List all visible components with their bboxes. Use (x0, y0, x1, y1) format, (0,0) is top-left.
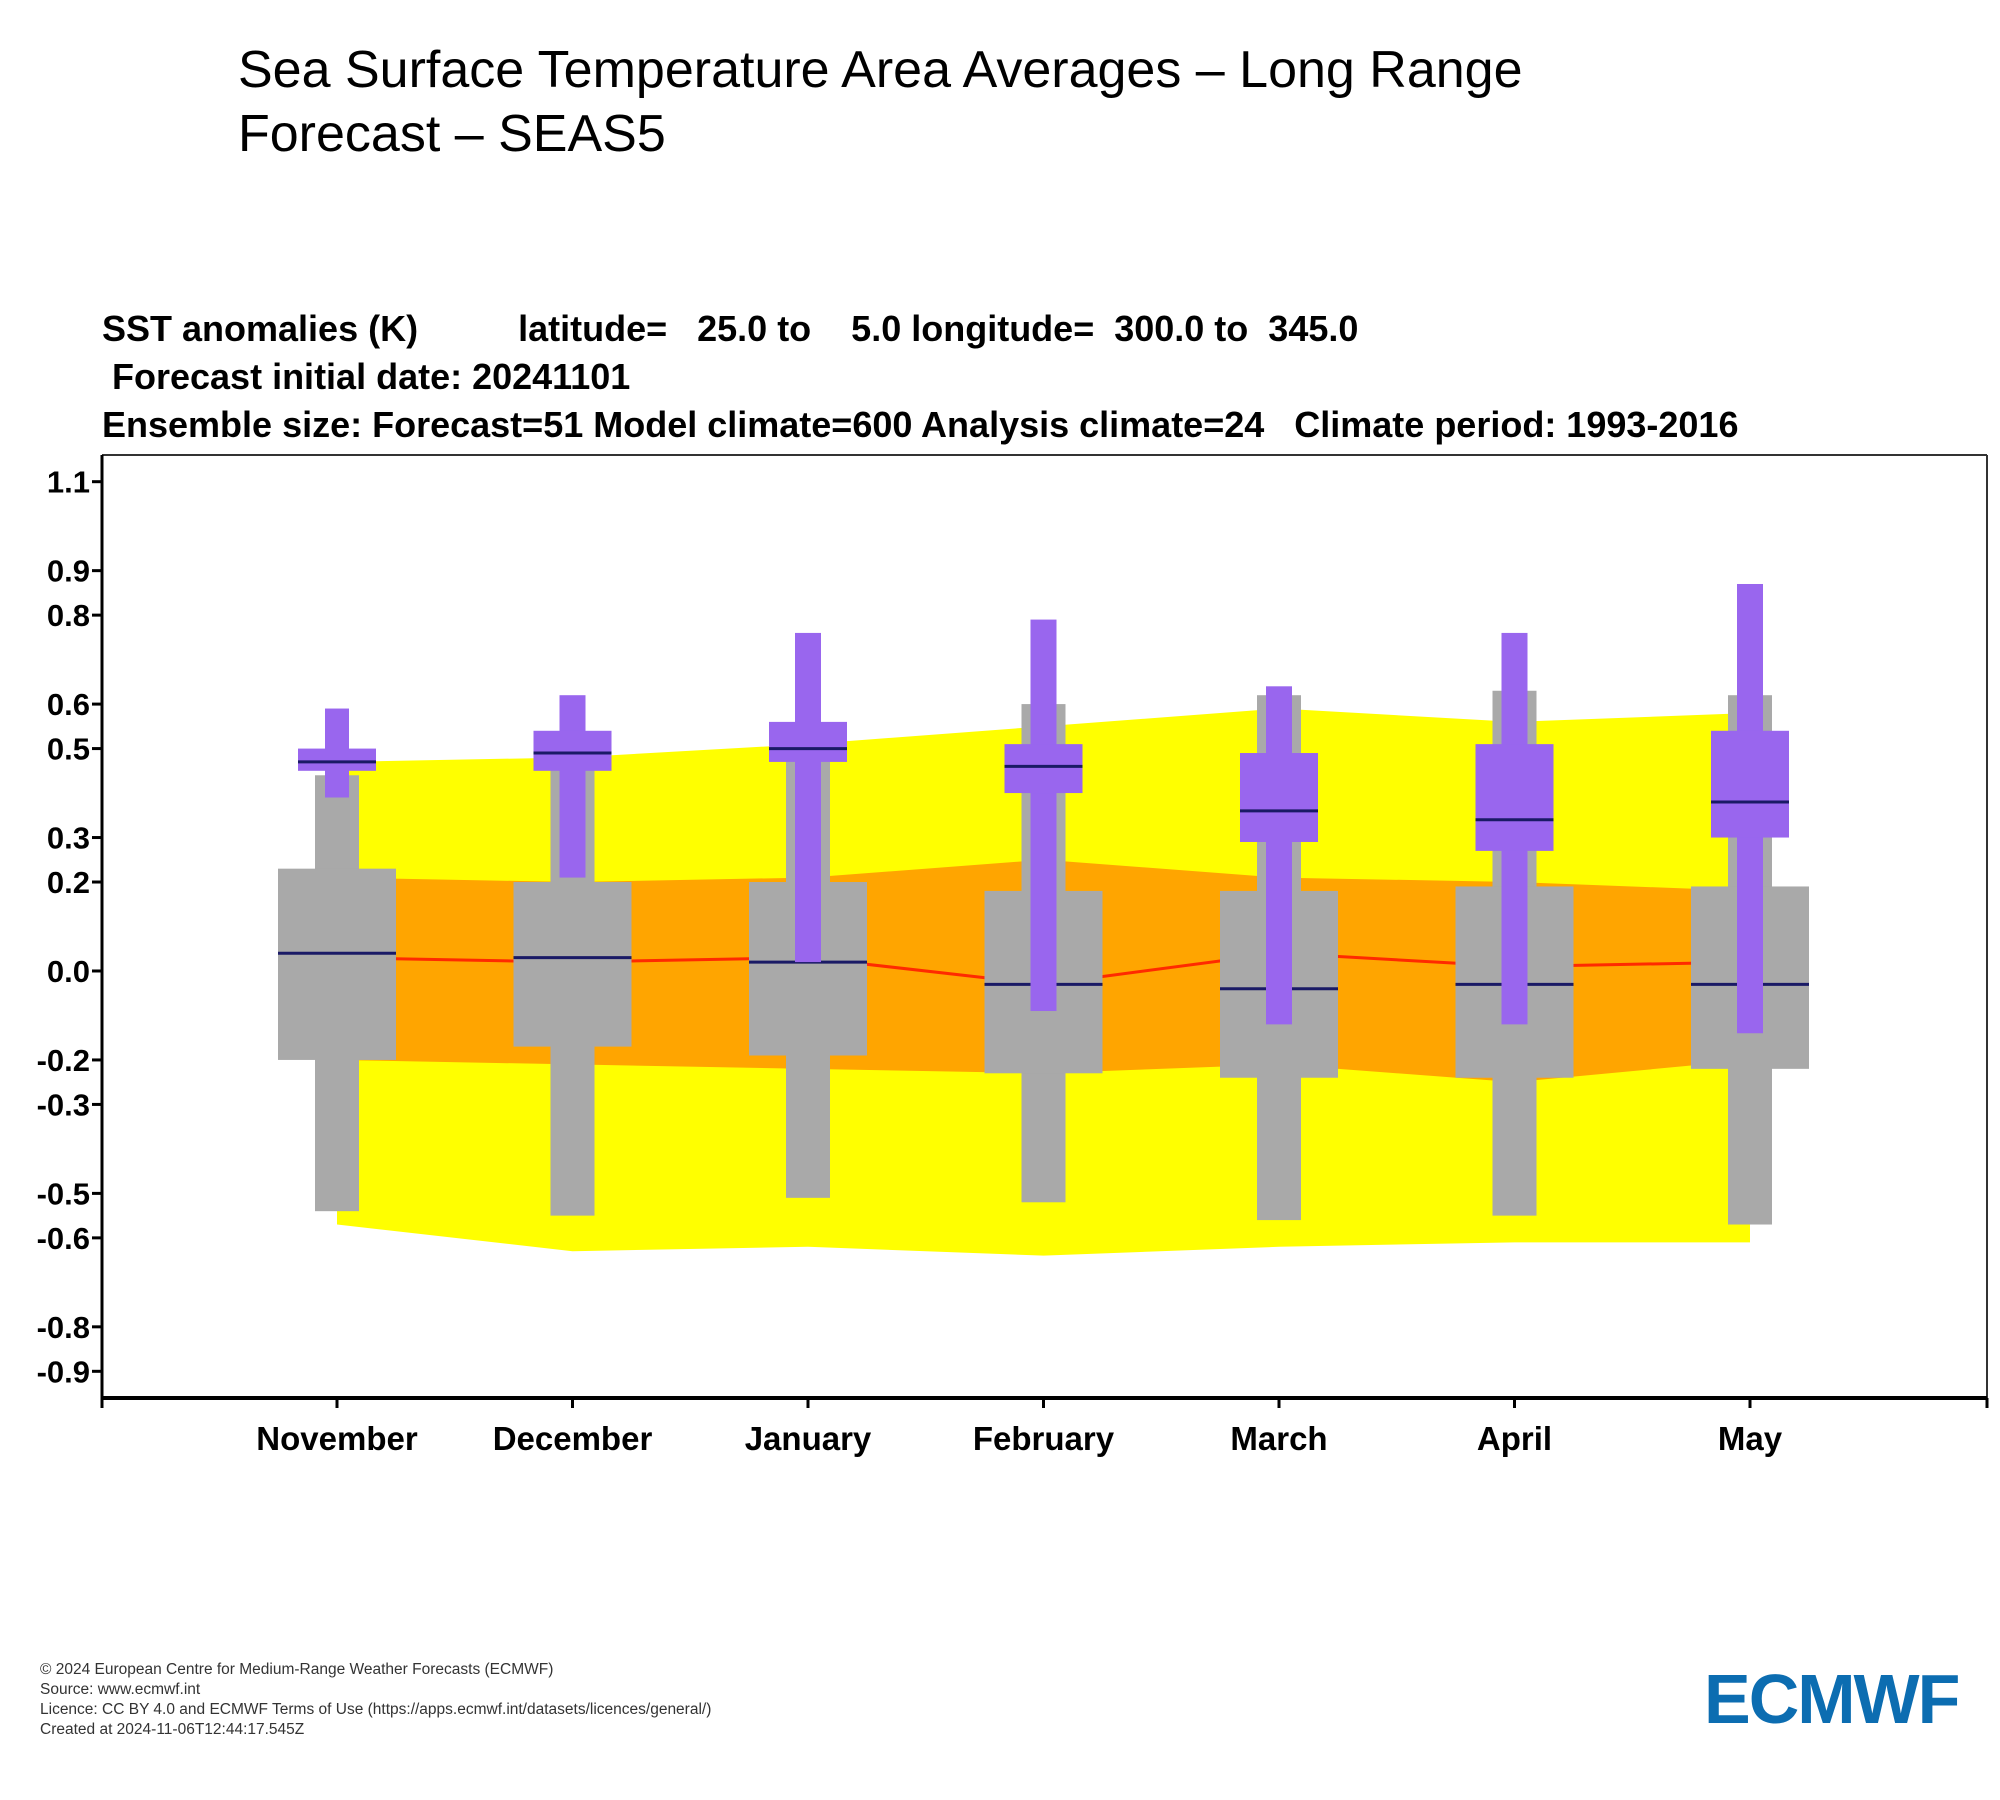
x-tick-label: January (745, 1420, 872, 1457)
y-tick-label: 0.3 (47, 821, 90, 856)
forecast-box (533, 695, 612, 878)
chart-axes (100, 454, 1989, 1408)
model-iqr (278, 868, 396, 1060)
forecast-iqr (769, 721, 847, 762)
forecast-box (769, 632, 847, 963)
footer: © 2024 European Centre for Medium-Range … (40, 1660, 711, 1740)
forecast-iqr (298, 748, 376, 771)
y-tick-label: -0.9 (37, 1354, 90, 1389)
y-tick-label: 0.6 (47, 687, 90, 722)
chart-header-ensemble-size: Ensemble size: Forecast=51 Model climate… (102, 404, 1739, 445)
chart-header-variable-region: SST anomalies (K) latitude= 25.0 to 5.0 … (102, 308, 1359, 349)
forecast-boxes (298, 583, 1789, 1034)
y-tick-label: 0.5 (47, 732, 90, 767)
x-tick-label: February (973, 1420, 1115, 1457)
x-tick-label: December (493, 1420, 653, 1457)
ecmwf-logo-icon (1610, 1672, 1696, 1726)
forecast-box (1240, 686, 1318, 1025)
y-tick-label: -0.6 (37, 1221, 90, 1256)
forecast-whisker (795, 632, 821, 963)
y-tick-label: -0.2 (37, 1043, 90, 1078)
ecmwf-logo-text: ECMWF (1704, 1660, 1960, 1738)
y-tick-label: 0.8 (47, 598, 90, 633)
forecast-iqr (1240, 753, 1318, 842)
forecast-box (1711, 583, 1789, 1034)
forecast-box (1475, 632, 1554, 1025)
y-tick-label: 0.2 (47, 865, 90, 900)
forecast-iqr (533, 730, 612, 771)
model-climate-box (278, 775, 396, 1212)
forecast-iqr (1711, 730, 1789, 838)
x-tick-label: November (256, 1420, 418, 1457)
footer-source: Source: www.ecmwf.int (40, 1681, 201, 1698)
y-tick-label: -0.5 (37, 1176, 90, 1211)
forecast-box (1004, 619, 1083, 1012)
footer-licence: Licence: CC BY 4.0 and ECMWF Terms of Us… (40, 1701, 712, 1718)
forecast-whisker (1266, 686, 1292, 1025)
y-tick-label: -0.8 (37, 1310, 90, 1345)
forecast-whisker (559, 695, 586, 878)
chart-header-initial-date: Forecast initial date: 20241101 (102, 356, 631, 397)
forecast-iqr (1475, 744, 1554, 851)
y-tick-label: -0.3 (37, 1087, 90, 1122)
y-tick-label: 0.9 (47, 554, 90, 589)
x-tick-label: April (1477, 1420, 1552, 1457)
forecast-box (298, 708, 376, 798)
x-tick-label: March (1230, 1420, 1327, 1457)
y-tick-label: 0.0 (47, 954, 90, 989)
y-tick-label: 1.1 (47, 465, 90, 500)
model-iqr (513, 882, 632, 1047)
footer-copyright: © 2024 European Centre for Medium-Range … (40, 1661, 554, 1678)
forecast-iqr (1004, 744, 1083, 794)
x-tick-label: May (1718, 1420, 1783, 1457)
x-axis-labels: November December January February March Apri… (256, 1420, 1782, 1457)
page-title: Sea Surface Temperature Area Averages – … (238, 41, 1523, 163)
forecast-whisker (1030, 619, 1057, 1012)
y-axis-ticks: 1.1 0.9 0.8 0.6 0.5 0.3 0.2 0.0 -0.2 -0.3 -0.5 -0.6… (37, 465, 102, 1389)
ecmwf-logo: ECMWF (1606, 1660, 1976, 1738)
footer-created: Created at 2024-11-06T12:44:17.545Z (40, 1721, 305, 1738)
